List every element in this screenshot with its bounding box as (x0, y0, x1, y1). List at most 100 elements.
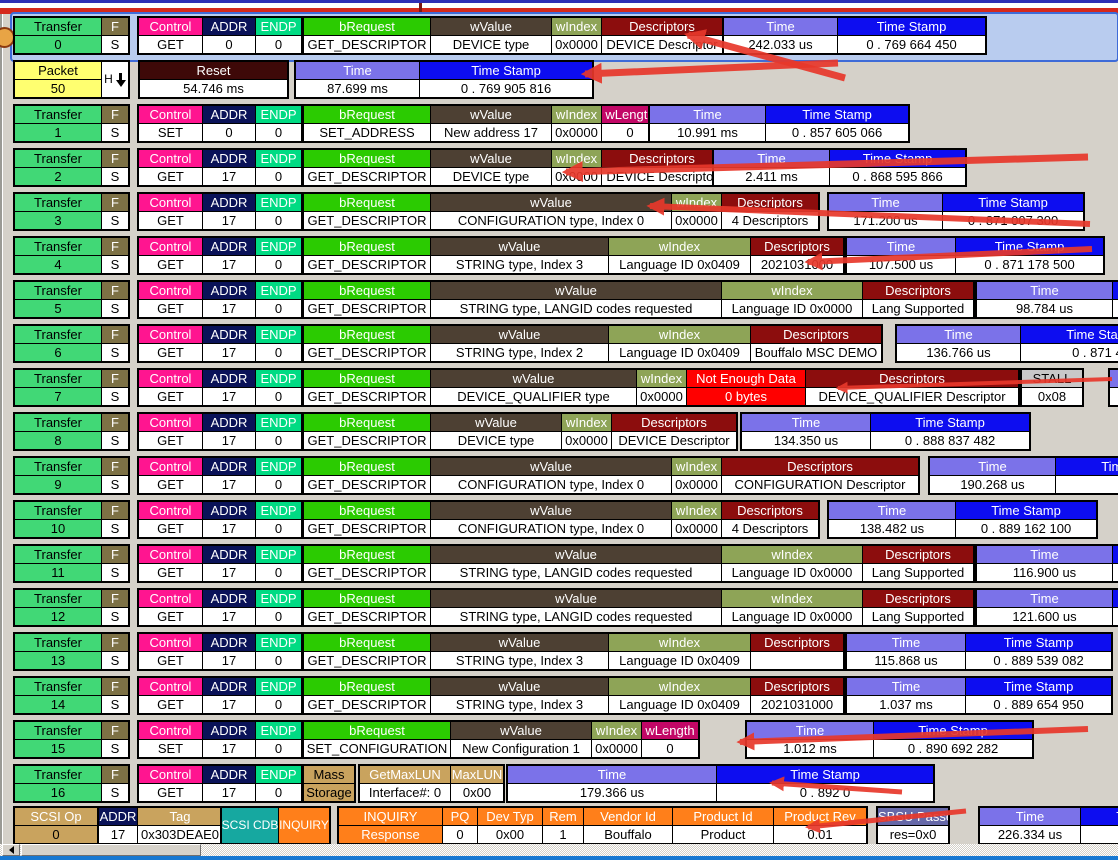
field-time[interactable]: Time 134.350 us (742, 414, 870, 449)
field-brequest[interactable]: bRequest GET_DESCRIPTOR (304, 634, 430, 669)
transfer-row-13[interactable]: Transfer 13 F S Control GET ADDR 17 ENDP 0 bReques… (0, 632, 1118, 671)
field-control[interactable]: Control GET (139, 326, 202, 361)
field-wvalue[interactable]: wValue STRING type, LANGID codes requeste… (431, 282, 721, 317)
field-wvalue[interactable]: wValue DEVICE type (431, 150, 551, 185)
field-windex[interactable]: wIndex Language ID 0x0409 (609, 238, 750, 273)
field-wvalue[interactable]: wValue STRING type, LANGID codes requeste… (431, 546, 721, 581)
field-addr[interactable]: ADDR 17 (203, 326, 255, 361)
field-transfer[interactable]: Transfer 10 (15, 502, 101, 537)
field-descriptors[interactable]: Descriptors 2021031000 (751, 238, 843, 273)
field-tag[interactable]: Tag 0x303DEAE0 (138, 808, 222, 843)
field-brequest[interactable]: bRequest GET_DESCRIPTOR (304, 370, 430, 405)
field-wvalue[interactable]: wValue STRING type, Index 3 (431, 678, 608, 713)
transfer-row-2[interactable]: Transfer 2 F S Control GET ADDR 17 ENDP 0 bRequest… (0, 148, 1118, 187)
field-transfer[interactable]: Transfer 9 (15, 458, 101, 493)
field-control[interactable]: Control GET (139, 150, 202, 185)
transfer-row-9[interactable]: Transfer 9 F S Control GET ADDR 17 ENDP 0 bRequest… (0, 456, 1118, 495)
field-vendor-id[interactable]: Vendor Id Bouffalo (584, 808, 672, 843)
field-not-enough-data[interactable]: Not Enough Data 0 bytes (687, 370, 805, 405)
field-brequest[interactable]: bRequest GET_DESCRIPTOR (304, 282, 430, 317)
field-getmaxlun[interactable]: GetMaxLUN Interface#: 0 (360, 766, 450, 801)
field-windex[interactable]: wIndex 0x0000 (552, 106, 601, 141)
field-endp[interactable]: ENDP 0 (256, 238, 301, 273)
field-time[interactable]: Time 1.037 ms (847, 678, 965, 713)
transfer-row-14[interactable]: Transfer 14 F S Control GET ADDR 17 ENDP 0 bReques… (0, 676, 1118, 715)
field-time-stamp[interactable]: Time Stamp 0 . 868 595 866 (830, 150, 965, 185)
field-transfer[interactable]: Transfer 13 (15, 634, 101, 669)
field-wvalue[interactable]: wValue STRING type, Index 3 (431, 238, 608, 273)
field-addr[interactable]: ADDR 17 (203, 722, 255, 757)
field-wvalue[interactable]: wValue DEVICE type (431, 414, 561, 449)
field-descriptors[interactable]: Descriptors DEVICE Descriptor (612, 414, 736, 449)
field-windex[interactable]: wIndex Language ID 0x0409 (609, 326, 750, 361)
field-transfer[interactable]: Transfer 7 (15, 370, 101, 405)
field-windex[interactable]: wIndex Language ID 0x0409 (609, 634, 750, 669)
field-windex[interactable]: wIndex 0x0000 (552, 150, 601, 185)
field-time-stamp[interactable]: Time Stamp 0 . 769 905 816 (420, 62, 592, 97)
field-descriptors[interactable]: Descriptors DEVICE Descriptor (602, 18, 722, 53)
transfer-row-15[interactable]: Transfer 15 F S Control SET ADDR 17 ENDP 0 bReques… (0, 720, 1118, 759)
field-wlength[interactable]: wLength 0 (602, 106, 658, 141)
field-windex[interactable]: wIndex 0x0000 (637, 370, 686, 405)
field-brequest[interactable]: bRequest SET_CONFIGURATION (304, 722, 450, 757)
field-endp[interactable]: ENDP 0 (256, 502, 301, 537)
field-control[interactable]: Control GET (139, 282, 202, 317)
field-control[interactable]: Control GET (139, 414, 202, 449)
field-addr[interactable]: ADDR 17 (99, 808, 137, 843)
field-wvalue[interactable]: wValue STRING type, Index 2 (431, 326, 608, 361)
field-time[interactable]: Time 115.868 us (847, 634, 965, 669)
field-transfer[interactable]: Transfer 3 (15, 194, 101, 229)
field-endp[interactable]: ENDP 0 (256, 326, 301, 361)
field-transfer[interactable]: Transfer 0 (15, 18, 101, 53)
field-time-stamp[interactable]: Time Stamp 0 . 871 178 500 (956, 238, 1103, 273)
field-wvalue[interactable]: wValue CONFIGURATION type, Index 0 (431, 194, 671, 229)
field-control[interactable]: Control GET (139, 634, 202, 669)
field-control[interactable]: Control GET (139, 458, 202, 493)
field-time-stamp[interactable]: Time Stamp 0 . 890 692 282 (874, 722, 1032, 757)
field-brequest[interactable]: bRequest GET_DESCRIPTOR (304, 678, 430, 713)
field-addr[interactable]: ADDR 17 (203, 634, 255, 669)
field-windex[interactable]: wIndex 0x0000 (592, 722, 641, 757)
field-wvalue[interactable]: wValue CONFIGURATION type, Index 0 (431, 458, 671, 493)
field-inquiry[interactable]: INQUIRY Response (339, 808, 442, 843)
field-time[interactable]: Time 138.482 us (829, 502, 955, 537)
field-scsi-op[interactable]: SCSI Op 0 (15, 808, 97, 843)
field-windex[interactable]: wIndex 0x0000 (562, 414, 611, 449)
field-windex[interactable]: wIndex 0x0000 (552, 18, 601, 53)
horizontal-scrollbar[interactable] (0, 844, 1118, 856)
field-windex[interactable]: wIndex 0x0000 (672, 194, 721, 229)
field-control[interactable]: Control GET (139, 18, 202, 53)
field-time-stamp[interactable]: Time Stamp 0 . 888 837 482 (871, 414, 1029, 449)
field-time[interactable]: Time (1110, 370, 1118, 405)
field-windex[interactable]: wIndex Language ID 0x0000 (722, 546, 862, 581)
field-descriptors[interactable]: Descriptors 2021031000 (751, 678, 843, 713)
transfer-row-7[interactable]: Transfer 7 F S Control GET ADDR 17 ENDP 0 bRequest… (0, 368, 1118, 407)
field-control[interactable]: Control GET (139, 546, 202, 581)
field-stall[interactable]: STALL 0x08 (1022, 370, 1082, 405)
transfer-row-16[interactable]: Transfer 16 F S Control GET ADDR 17 ENDP 0 Mass Sto… (0, 764, 1118, 803)
field-wvalue[interactable]: wValue New address 17 (431, 106, 551, 141)
transfer-row-8[interactable]: Transfer 8 F S Control GET ADDR 17 ENDP 0 bRequest… (0, 412, 1118, 451)
field-time-stamp[interactable]: Time Stamp (1113, 590, 1118, 625)
field-addr[interactable]: ADDR 17 (203, 238, 255, 273)
field-addr[interactable]: ADDR 17 (203, 414, 255, 449)
field-transfer[interactable]: Transfer 5 (15, 282, 101, 317)
field-descriptors[interactable]: Descriptors 4 Descriptors (722, 194, 818, 229)
transfer-row-4[interactable]: Transfer 4 F S Control GET ADDR 17 ENDP 0 bRequest… (0, 236, 1118, 275)
field-h[interactable]: H (102, 62, 128, 97)
field-time[interactable]: Time 98.784 us (977, 282, 1112, 317)
field-endp[interactable]: ENDP 0 (256, 678, 301, 713)
field-control[interactable]: Control GET (139, 238, 202, 273)
field-addr[interactable]: ADDR 17 (203, 678, 255, 713)
field-time[interactable]: Time 190.268 us (930, 458, 1055, 493)
